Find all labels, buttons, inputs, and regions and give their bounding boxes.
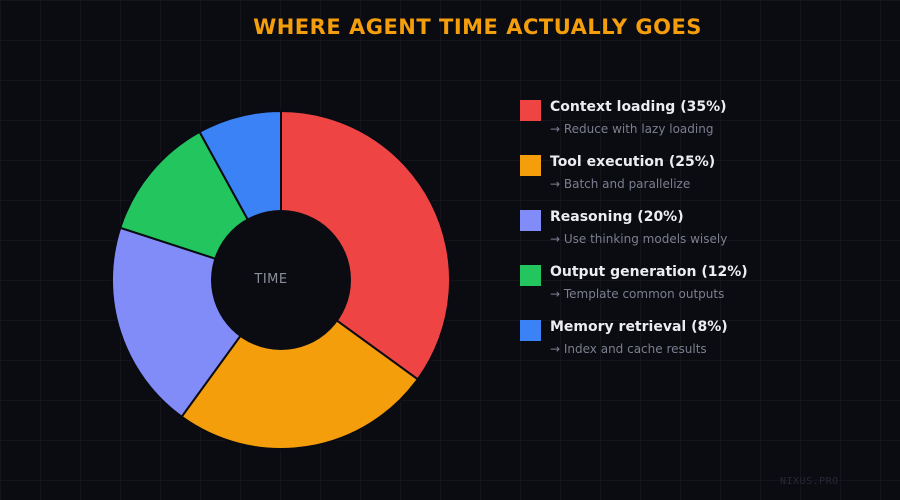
chart-title: WHERE AGENT TIME ACTUALLY GOES	[253, 15, 702, 39]
donut-slice-context-loading	[280, 109, 451, 381]
watermark: NIXUS.PRO	[780, 476, 839, 487]
legend-tip: → Index and cache results	[550, 342, 707, 356]
legend-swatch	[520, 320, 541, 341]
donut-slice-tool-execution	[180, 278, 420, 450]
legend-swatch	[520, 155, 541, 176]
legend-swatch	[520, 100, 541, 121]
donut-hole	[211, 210, 351, 350]
legend-swatch	[520, 265, 541, 286]
legend-label: Reasoning (20%)	[550, 209, 684, 225]
donut-center-label: TIME	[253, 272, 287, 287]
legend-tip: → Template common outputs	[550, 287, 725, 301]
legend-label: Tool execution (25%)	[550, 154, 716, 170]
legend-tip: → Reduce with lazy loading	[550, 122, 714, 136]
legend-tip: → Use thinking models wisely	[550, 232, 728, 246]
donut-chart: TIME	[111, 109, 451, 450]
legend-label: Output generation (12%)	[550, 264, 748, 280]
legend-label: Context loading (35%)	[550, 99, 727, 115]
legend-tip: → Batch and parallelize	[550, 177, 691, 191]
legend-label: Memory retrieval (8%)	[550, 319, 728, 335]
legend-swatch	[520, 210, 541, 231]
